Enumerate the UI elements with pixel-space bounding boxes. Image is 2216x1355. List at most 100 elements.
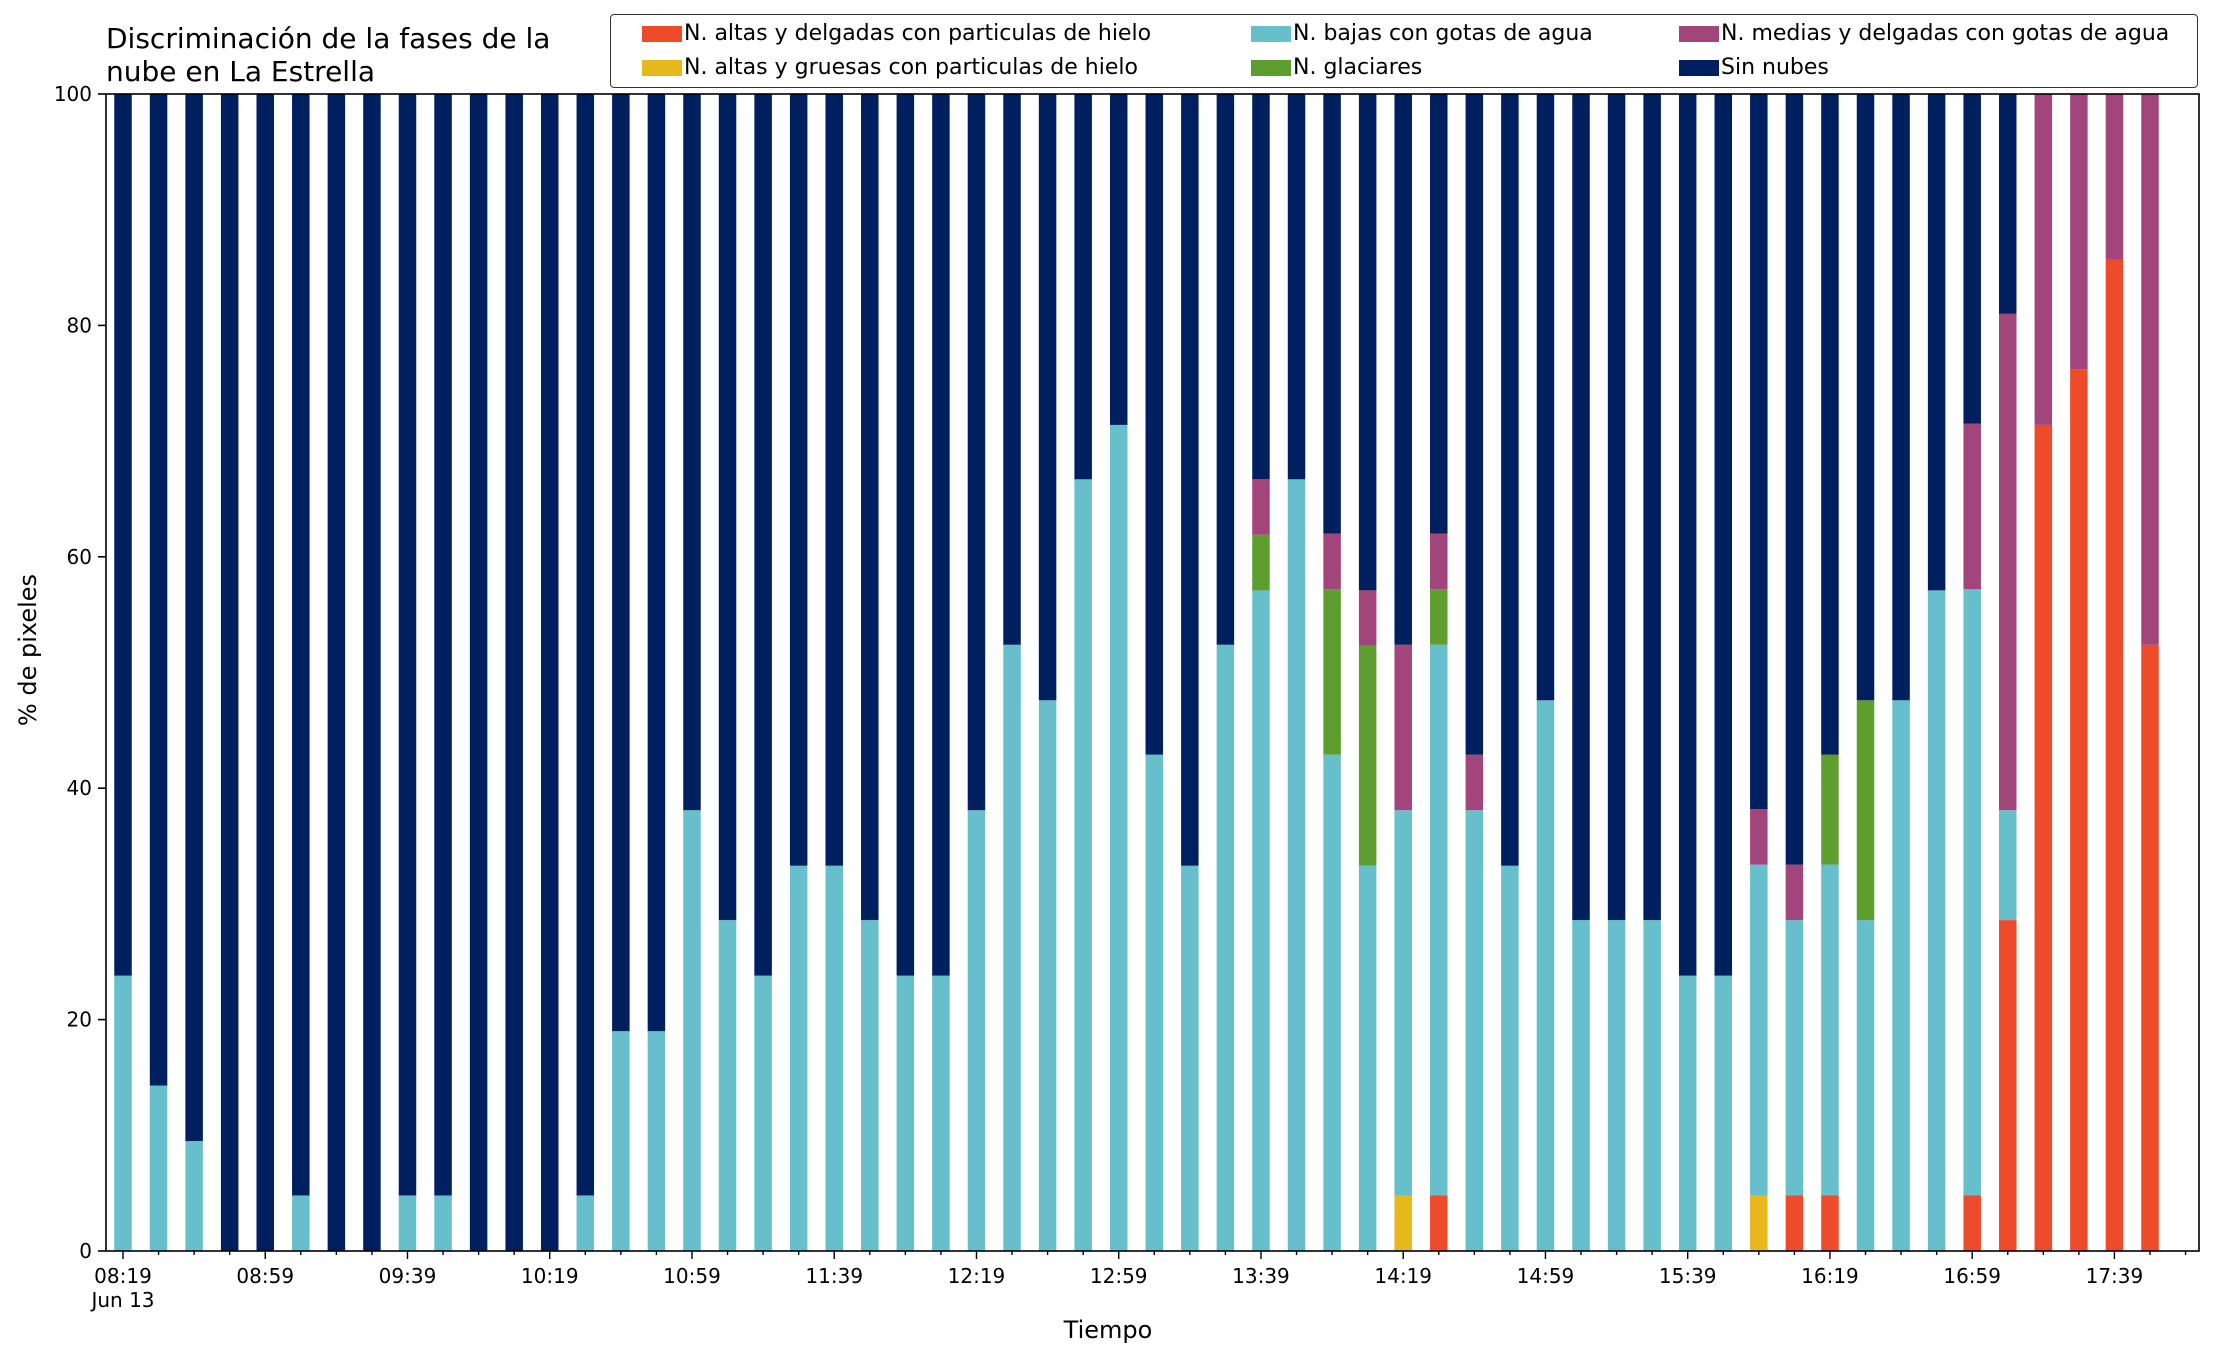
legend-item-medias: N. medias y delgadas con gotas de agua (1679, 21, 2170, 47)
bar-n-bajas-con-gotas-de-agua-0939 (398, 1195, 417, 1251)
bar-sin-nubes-0859 (256, 94, 274, 1251)
bar-n-bajas-con-gotas-de-agua-1609 (1785, 920, 1804, 1196)
bar-sin-nubes-0929 (363, 94, 381, 1251)
x-axis-label: Tiempo (1063, 1316, 1153, 1344)
bar-sin-nubes-1029 (576, 94, 595, 1196)
bar-n-medias-y-delgadas-con-gotas-de-agua-1609 (1785, 864, 1804, 921)
bar-n-bajas-con-gotas-de-agua-1339 (1252, 590, 1270, 1251)
bar-n-bajas-con-gotas-de-agua-1129 (789, 865, 808, 1251)
x-tick-label: 16:59 (1943, 1264, 2001, 1288)
bar-n-medias-y-delgadas-con-gotas-de-agua-1359 (1323, 533, 1341, 590)
bar-n-glaciares-1629 (1856, 700, 1875, 921)
bar-n-bajas-con-gotas-de-agua-0819 (114, 975, 132, 1251)
legend-item-altas-delgadas: N. altas y delgadas con particulas de hi… (642, 21, 1151, 47)
bar-sin-nubes-1349 (1287, 94, 1306, 480)
bar-sin-nubes-1139 (825, 94, 843, 866)
bar-n-bajas-con-gotas-de-agua-1659 (1963, 589, 1981, 1196)
y-tick-label: 0 (79, 1239, 92, 1263)
bar-n-bajas-con-gotas-de-agua-1139 (825, 865, 843, 1251)
bar-n-bajas-con-gotas-de-agua-0839 (185, 1141, 203, 1251)
bar-n-bajas-con-gotas-de-agua-1209 (932, 975, 950, 1251)
bar-sin-nubes-1609 (1785, 94, 1804, 865)
bar-sin-nubes-1519 (1607, 94, 1626, 921)
bar-sin-nubes-1059 (683, 94, 701, 811)
y-tick-label: 100 (54, 82, 92, 106)
bar-n-altas-y-delgadas-con-particulas-de-hielo-1739 (2105, 259, 2124, 1251)
bar-n-bajas-con-gotas-de-agua-1549 (1714, 975, 1733, 1251)
x-tick-label: 14:19 (1374, 1264, 1432, 1288)
bar-sin-nubes-1629 (1856, 94, 1875, 701)
bar-sin-nubes-1449 (1501, 94, 1519, 866)
bar-n-bajas-con-gotas-de-agua-1639 (1892, 700, 1910, 1251)
bar-n-bajas-con-gotas-de-agua-1359 (1323, 754, 1341, 1251)
legend-label: N. medias y delgadas con gotas de agua (1721, 21, 2170, 46)
bar-n-bajas-con-gotas-de-agua-1109 (718, 920, 737, 1251)
x-tick-label: 11:39 (805, 1264, 863, 1288)
bar-n-medias-y-delgadas-con-gotas-de-agua-1659 (1963, 423, 1981, 590)
bar-sin-nubes-0819 (114, 94, 132, 976)
bar-n-bajas-con-gotas-de-agua-1309 (1145, 754, 1164, 1251)
legend-swatch (1251, 60, 1291, 76)
bar-n-bajas-con-gotas-de-agua-1409 (1358, 865, 1377, 1251)
bar-n-altas-y-delgadas-con-particulas-de-hielo-1729 (2070, 369, 2088, 1251)
legend-item-bajas: N. bajas con gotas de agua (1251, 21, 1593, 47)
bar-n-bajas-con-gotas-de-agua-1319 (1181, 865, 1199, 1251)
bar-n-medias-y-delgadas-con-gotas-de-agua-1339 (1252, 479, 1270, 535)
bar-sin-nubes-1339 (1252, 94, 1270, 480)
bar-sin-nubes-0829 (149, 94, 168, 1086)
plot-frame (105, 93, 2200, 1252)
bar-sin-nubes-1559 (1750, 94, 1768, 810)
bar-n-medias-y-delgadas-con-gotas-de-agua-1729 (2070, 94, 2088, 370)
bar-sin-nubes-1149 (861, 94, 879, 921)
bar-n-altas-y-delgadas-con-particulas-de-hielo-1709 (1999, 920, 2017, 1251)
bar-sin-nubes-1709 (1999, 94, 2017, 314)
bar-n-medias-y-delgadas-con-gotas-de-agua-1419 (1394, 644, 1412, 811)
bar-n-bajas-con-gotas-de-agua-1529 (1643, 920, 1661, 1251)
bar-sin-nubes-1119 (754, 94, 772, 976)
bar-n-bajas-con-gotas-de-agua-1619 (1821, 864, 1839, 1196)
bar-n-bajas-con-gotas-de-agua-1329 (1216, 644, 1235, 1251)
bar-sin-nubes-1549 (1714, 94, 1733, 976)
y-axis-label: % de pixeles (14, 573, 42, 727)
legend-label: N. bajas con gotas de agua (1293, 21, 1593, 46)
legend-item-sin-nubes: Sin nubes (1679, 55, 1829, 81)
bar-sin-nubes-1159 (896, 94, 915, 976)
y-tick-label: 80 (67, 313, 92, 337)
x-tick-label: 12:19 (948, 1264, 1006, 1288)
legend-item-altas-gruesas: N. altas y gruesas con particulas de hie… (642, 55, 1138, 81)
bar-sin-nubes-1009 (505, 94, 523, 1251)
bar-n-bajas-con-gotas-de-agua-1119 (754, 975, 772, 1251)
bar-n-bajas-con-gotas-de-agua-1439 (1465, 810, 1484, 1251)
bar-n-bajas-con-gotas-de-agua-1649 (1927, 590, 1946, 1251)
bar-n-bajas-con-gotas-de-agua-1449 (1501, 865, 1519, 1251)
bar-sin-nubes-1309 (1145, 94, 1164, 755)
bar-n-altas-y-delgadas-con-particulas-de-hielo-1429 (1430, 1195, 1448, 1251)
axes-group: 0 20 40 60 80 100 08:19 08:59 09:39 10:19 10:59 11:… (54, 82, 2200, 1312)
bar-sin-nubes-1429 (1430, 94, 1448, 534)
bar-sin-nubes-1219 (967, 94, 986, 811)
bar-n-bajas-con-gotas-de-agua-1149 (861, 920, 879, 1251)
bar-sin-nubes-1049 (647, 94, 666, 1032)
bar-n-glaciares-1429 (1430, 589, 1448, 645)
bar-n-altas-y-delgadas-con-particulas-de-hielo-1749 (2141, 644, 2159, 1251)
legend-label: N. glaciares (1293, 55, 1423, 80)
bar-n-medias-y-delgadas-con-gotas-de-agua-1749 (2141, 94, 2159, 645)
y-tick-label: 40 (67, 776, 92, 800)
bar-n-bajas-con-gotas-de-agua-1239 (1038, 700, 1057, 1251)
chart-title-line-1: Discriminación de la fases de la (106, 22, 551, 55)
bar-sin-nubes-0939 (398, 94, 417, 1196)
bar-n-medias-y-delgadas-con-gotas-de-agua-1719 (2034, 94, 2053, 425)
bar-sin-nubes-1319 (1181, 94, 1199, 866)
bar-n-altas-y-delgadas-con-particulas-de-hielo-1609 (1785, 1195, 1804, 1251)
chart-title-line-2: nube en La Estrella (106, 55, 376, 88)
x-tick-label: 08:59 (236, 1264, 294, 1288)
bar-sin-nubes-1659 (1963, 94, 1981, 424)
bar-n-altas-y-gruesas-con-particulas-de-hielo-1419 (1394, 1195, 1412, 1251)
x-tick-label: 16:19 (1801, 1264, 1859, 1288)
bar-n-bajas-con-gotas-de-agua-1229 (1003, 644, 1021, 1251)
bar-n-bajas-con-gotas-de-agua-1629 (1856, 920, 1875, 1251)
bar-n-glaciares-1409 (1358, 645, 1377, 866)
bar-sin-nubes-0909 (292, 94, 310, 1196)
bar-sin-nubes-1229 (1003, 94, 1021, 645)
